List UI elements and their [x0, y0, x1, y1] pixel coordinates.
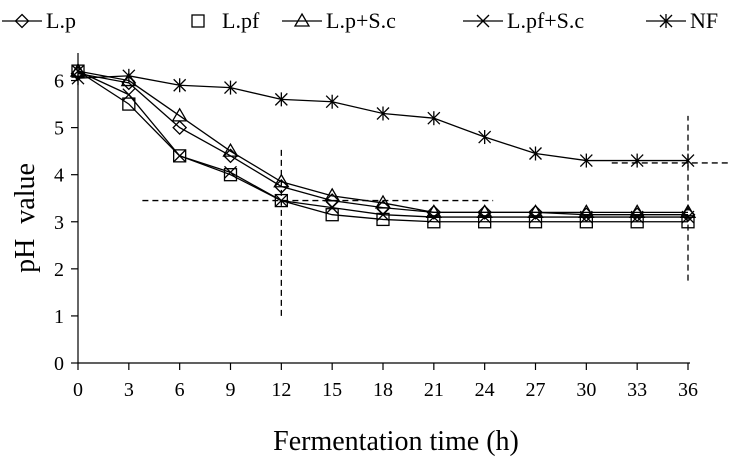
data-point [224, 165, 237, 179]
data-point [478, 215, 492, 229]
data-point [681, 210, 695, 224]
x-tick-label: 33 [627, 379, 647, 401]
data-point [376, 212, 390, 227]
legend-label: L.p+S.c [326, 8, 396, 33]
data-point [528, 215, 543, 229]
series-line [77, 70, 688, 214]
legend-label: L.pf+S.c [507, 8, 584, 33]
x-tick-label: 9 [226, 379, 236, 401]
data-point [427, 210, 441, 224]
x-tick-label: 12 [271, 379, 291, 401]
y-tick-label: 1 [54, 306, 64, 328]
legend: L.p L.pf L.p+S.c L.pf+S.c NF [2, 8, 718, 33]
data-point [529, 210, 542, 224]
series-group [69, 62, 697, 229]
data-point [579, 153, 593, 168]
data-point [325, 94, 339, 109]
data-point [274, 194, 288, 208]
legend-marker [14, 13, 30, 29]
data-point [325, 201, 339, 215]
data-point [427, 111, 441, 126]
data-point [171, 107, 188, 122]
data-point [529, 146, 542, 161]
series-l-pf-s-c [71, 64, 695, 224]
data-point [71, 71, 85, 86]
data-point [122, 88, 136, 102]
legend-label: L.pf [222, 8, 260, 33]
y-tick-label: 0 [54, 353, 64, 375]
data-point [224, 80, 237, 95]
data-point [478, 130, 492, 145]
legend-entry: L.p+S.c [282, 8, 396, 33]
data-point [376, 208, 390, 222]
data-point [478, 210, 492, 224]
data-point [273, 173, 290, 188]
data-point [427, 215, 441, 229]
legend-marker [659, 14, 673, 28]
y-tick-label: 4 [54, 165, 64, 187]
data-point [173, 149, 187, 163]
x-axis-title: Fermentation time (h) [273, 426, 519, 457]
data-point [222, 142, 239, 157]
data-point [274, 92, 288, 107]
data-point [630, 210, 644, 224]
data-point [273, 179, 289, 194]
series-l-p [70, 66, 696, 223]
data-point [172, 120, 188, 136]
y-tick-label: 2 [54, 259, 64, 281]
data-point [274, 193, 288, 208]
data-point [71, 64, 85, 78]
x-tick-label: 6 [175, 379, 185, 401]
data-point [579, 210, 593, 224]
x-tick-label: 0 [73, 379, 83, 401]
series-nf [71, 68, 695, 168]
data-point [122, 97, 136, 111]
x-tick-label: 15 [322, 379, 342, 401]
data-point [681, 153, 695, 168]
data-point [426, 204, 442, 220]
y-tick-label: 3 [54, 212, 64, 234]
legend-entry: L.pf [191, 8, 260, 33]
data-point [374, 194, 392, 209]
legend-entry: L.pf+S.c [463, 8, 584, 33]
series-line [77, 70, 688, 223]
data-point [376, 106, 390, 121]
legend-entry: L.p [2, 8, 76, 33]
x-tick-label: 21 [424, 379, 444, 401]
x-tick-label: 3 [124, 379, 134, 401]
x-tick-label: 30 [576, 379, 596, 401]
data-point [325, 208, 339, 222]
legend-marker [476, 14, 490, 28]
x-tick-label: 36 [678, 379, 698, 401]
y-tick-label: 6 [54, 71, 64, 93]
data-point [173, 149, 187, 163]
data-point [528, 204, 543, 220]
data-point [324, 187, 341, 202]
legend-marker [293, 12, 311, 27]
data-point [630, 215, 644, 229]
legend-label: NF [690, 8, 718, 33]
legend-entry: NF [646, 8, 718, 33]
data-point [579, 215, 593, 229]
x-tick-label: 18 [373, 379, 393, 401]
y-axis-title: pH value [10, 163, 41, 273]
data-point [681, 215, 695, 229]
data-point [223, 168, 238, 182]
data-point [173, 78, 187, 93]
x-tick-label: 27 [526, 379, 546, 401]
legend-marker [191, 14, 205, 28]
x-tick-label: 24 [475, 379, 495, 401]
data-point [122, 68, 136, 83]
data-point [630, 153, 644, 168]
legend-label: L.p [46, 8, 76, 33]
reference-lines [142, 115, 730, 316]
y-tick-label: 5 [54, 118, 64, 140]
data-point [477, 204, 493, 220]
